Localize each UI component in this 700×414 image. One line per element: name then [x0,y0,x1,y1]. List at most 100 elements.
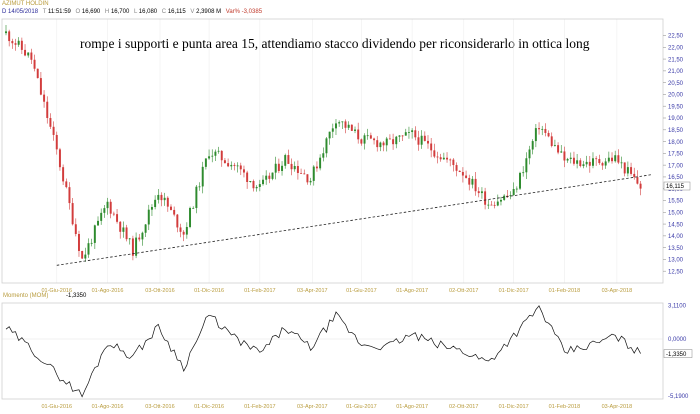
price-date-label: 03-Apr-2017 [297,288,328,294]
candle-body [312,166,315,181]
header-var-pct: Var% -3,0385 [225,9,263,15]
candle-body [414,130,417,138]
candle-body [560,151,563,153]
candle-body [538,128,541,130]
candle-body [185,226,188,235]
candle [58,147,61,171]
candle-body [458,170,461,173]
candle [392,133,395,150]
candle-body [36,68,39,79]
candle-body [595,158,598,160]
candle-body [106,201,109,209]
candle-body [103,208,106,213]
time-marker: T [42,9,47,15]
candle-body [100,212,103,221]
price-tick-label: 13,00 [668,258,684,264]
header-date: 14/05/2018 [8,9,39,15]
price-tick-label: 22,50 [668,34,684,40]
candle-body [439,157,442,160]
candle [360,138,363,146]
candle [195,185,198,214]
price-date-label: 01-Ago-2016 [92,288,124,294]
candle-body [363,135,366,144]
candle-body [81,250,84,259]
candle [249,180,252,183]
date-marker: D [2,9,7,15]
candle-body [420,135,423,145]
candle [633,167,636,180]
candle [160,192,163,207]
candle [147,204,150,231]
candle [544,123,547,137]
candle [173,206,176,217]
price-tick-label: 14,50 [668,222,684,228]
momentum-frame [1,302,664,400]
candle-body [131,238,134,256]
candle-body [503,195,506,200]
candle-body [271,172,274,179]
candle [601,161,604,170]
candle-body [293,166,296,170]
momentum-date-label: 01-Feb-2018 [549,404,581,410]
candle-body [436,156,439,158]
candle [322,147,325,162]
candle-body [465,175,468,178]
candle [347,121,350,130]
candle-body [550,136,553,146]
price-tick-label: 19,00 [668,116,684,122]
candle [287,149,290,164]
candle-body [252,181,255,189]
momentum-line [5,305,641,398]
candle-body [170,206,172,210]
candle [420,130,423,149]
candle [319,154,322,171]
candle [125,224,128,242]
candle [274,156,277,180]
close-marker: C [161,9,167,15]
candle-body [277,163,280,171]
candle-body [493,204,496,206]
candle [106,197,109,215]
candle [306,174,309,185]
candle-body [52,126,55,135]
momentum-date-label: 01-Giu-2017 [346,404,377,410]
price-tick-label: 14,00 [668,234,684,240]
candle-body [125,227,128,240]
candle [312,165,315,186]
candle-body [442,157,445,160]
candle [39,71,42,96]
candle-body [119,221,122,232]
price-tick-label: 12,50 [668,269,684,275]
candle-body [236,165,239,167]
candle-body [65,181,68,188]
candle [525,152,528,179]
candle-body [331,128,334,132]
candle [296,160,299,180]
momentum-last-tag [663,349,693,358]
candle-body [344,121,347,128]
candle [258,179,261,192]
candle-body [452,159,455,166]
candle [214,149,217,161]
candle [268,172,271,184]
momentum-tick-label: 0,0000 [668,337,687,343]
candle-body [512,189,515,196]
candle-body [284,155,287,166]
candle [341,121,344,130]
candle [442,152,445,160]
candle [65,178,68,189]
candle [579,158,582,168]
candle-body [303,173,306,175]
candle-body [338,122,341,124]
candle-body [182,231,185,235]
momentum-date-label: 03-Apr-2018 [602,404,633,410]
candle-body [620,162,623,164]
candle-body [541,128,544,130]
candle-body [20,40,23,50]
candle-body [376,140,379,148]
candle-body [585,161,588,165]
price-date-label: 01-Dic-2016 [194,288,224,294]
candle [27,52,30,58]
candle-body [157,194,160,200]
momentum-date-label: 01-Dic-2016 [194,404,224,410]
